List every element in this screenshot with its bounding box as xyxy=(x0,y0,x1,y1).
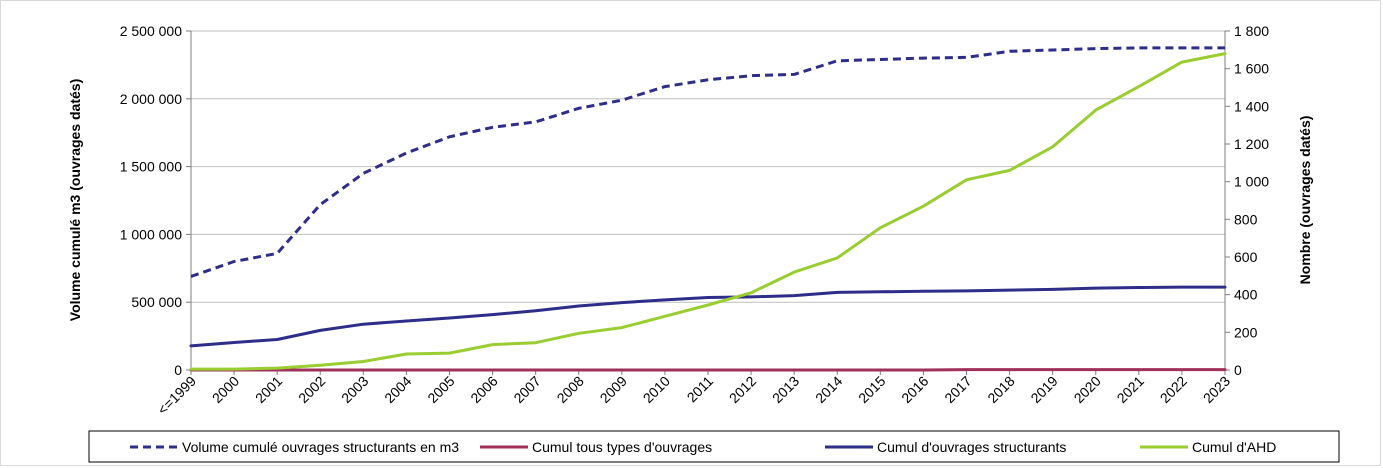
legend-label-0: Volume cumulé ouvrages structurants en m… xyxy=(182,439,459,455)
right-tick-label: 1 600 xyxy=(1234,61,1269,77)
x-tick-label: 2000 xyxy=(209,373,242,406)
x-tick-label: 2022 xyxy=(1157,373,1190,406)
right-tick-label: 800 xyxy=(1234,211,1258,227)
x-tick-label: 2002 xyxy=(295,373,328,406)
x-tick-label: 2010 xyxy=(640,373,673,406)
legend-box xyxy=(88,430,1340,463)
series-line-2 xyxy=(189,285,1227,348)
x-tick-label: 2003 xyxy=(338,373,371,406)
left-tick-label: 1 000 000 xyxy=(120,226,182,242)
left-tick-label: 0 xyxy=(174,362,182,378)
right-tick-label: 600 xyxy=(1234,249,1258,265)
left-tick-label: 1 500 000 xyxy=(120,159,182,175)
x-tick-label: 2016 xyxy=(898,373,931,406)
x-tick-label: 2017 xyxy=(941,373,974,406)
series-lines xyxy=(189,46,1227,372)
x-tick-label: 2014 xyxy=(812,373,845,406)
right-tick-label: 1 200 xyxy=(1234,136,1269,152)
right-tick-label: 1 800 xyxy=(1234,23,1269,39)
x-tick-label: <=1999 xyxy=(154,373,199,418)
x-tick-label: 2018 xyxy=(984,373,1017,406)
x-tick-label: 2009 xyxy=(597,373,630,406)
legend: Volume cumulé ouvrages structurants en m… xyxy=(88,430,1340,463)
x-tick-label: 2023 xyxy=(1200,373,1233,406)
left-axis-ticks: 0 500 000 1 000 000 1 500 000 2 000 000 2 500… xyxy=(120,23,183,378)
axes xyxy=(186,30,1230,375)
right-axis-ticks: 0 200 400 600 800 1 000 1 200 1 400 1 600 1 800 xyxy=(1234,23,1269,378)
legend-label-3: Cumul d'AHD xyxy=(1192,439,1276,455)
left-tick-label: 2 500 000 xyxy=(120,23,182,39)
left-axis-title: Volume cumulé m3 (ouvrages datés) xyxy=(67,79,83,321)
x-tick-label: 2008 xyxy=(554,373,587,406)
right-axis-title: Nombre (ouvrages datés) xyxy=(1297,116,1313,285)
right-tick-label: 400 xyxy=(1234,287,1258,303)
x-tick-label: 2020 xyxy=(1071,373,1104,406)
legend-label-1: Cumul tous types d'ouvrages xyxy=(532,439,712,455)
gridlines xyxy=(191,30,1225,303)
x-tick-label: 2005 xyxy=(424,373,457,406)
left-tick-label: 500 000 xyxy=(131,294,182,310)
series-line-0 xyxy=(190,46,1225,278)
x-tick-label: 2019 xyxy=(1027,373,1060,406)
x-tick-label: 2001 xyxy=(252,373,285,406)
x-tick-label: 2011 xyxy=(684,373,717,406)
x-tick-label: 2015 xyxy=(855,373,888,406)
right-tick-label: 1 400 xyxy=(1234,98,1269,114)
x-tick-label: 2007 xyxy=(510,373,543,406)
x-tick-label: 2021 xyxy=(1114,373,1147,406)
x-tick-label: 2012 xyxy=(726,373,759,406)
series-line-3 xyxy=(189,52,1227,371)
x-tick-label: 2006 xyxy=(467,373,500,406)
x-axis-ticks: <=1999 2000 2001 2002 2003 2004 2005 2006 2007 20… xyxy=(154,373,1233,418)
right-tick-label: 0 xyxy=(1234,362,1242,378)
left-tick-label: 2 000 000 xyxy=(120,91,182,107)
legend-label-2: Cumul d'ouvrages structurants xyxy=(877,439,1066,455)
right-tick-label: 200 xyxy=(1234,324,1258,340)
x-tick-label: 2004 xyxy=(381,373,414,406)
x-tick-label: 2013 xyxy=(769,373,802,406)
right-tick-label: 1 000 xyxy=(1234,174,1269,190)
